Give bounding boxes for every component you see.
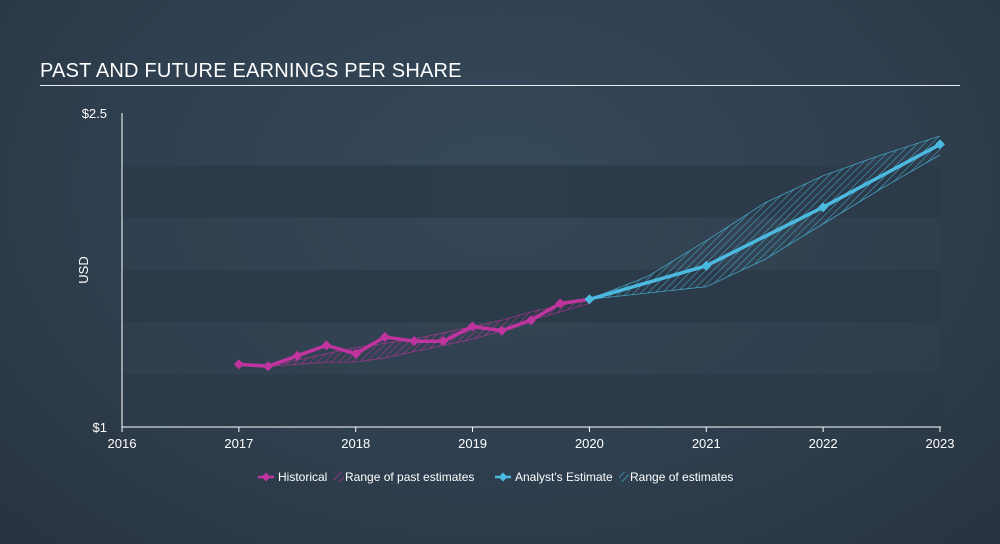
y-axis-label: USD [76, 256, 91, 283]
legend-label: Historical [278, 470, 327, 484]
x-tick-label: 2020 [575, 436, 604, 451]
historical-point [526, 315, 536, 326]
past-range-upper [268, 298, 590, 367]
legend-marker-swatch [498, 472, 508, 482]
historical-point [555, 298, 566, 309]
historical-point [321, 340, 332, 351]
chart-title: PAST AND FUTURE EARNINGS PER SHARE [40, 60, 462, 82]
legend-hatch-swatch [334, 472, 344, 482]
estimate-point [701, 260, 712, 271]
title-divider [40, 85, 960, 86]
estimates-range [589, 136, 940, 300]
estimate-line [588, 142, 941, 301]
estimate-range-lower [589, 154, 941, 300]
x-tick-label: 2023 [926, 436, 955, 451]
historical-point [467, 321, 478, 332]
y-tick-label: $1 [93, 420, 107, 435]
legend-label: Range of past estimates [345, 470, 474, 484]
historical-point [350, 348, 361, 359]
estimate-point [584, 294, 595, 305]
x-tick-label: 2017 [224, 436, 253, 451]
historical-point [292, 350, 303, 361]
y-tick-label: $2.5 [82, 106, 107, 121]
estimate-point [818, 202, 829, 213]
historical-point [263, 361, 274, 372]
estimate-range-upper [589, 135, 941, 300]
historical-point [438, 336, 449, 347]
grid-band [122, 374, 940, 427]
estimate-point [935, 139, 945, 150]
historical-point [496, 325, 507, 336]
historical-point [409, 336, 420, 347]
historical-point [233, 359, 244, 370]
legend-hatch-swatch [619, 472, 629, 482]
historical-point [379, 331, 390, 342]
x-tick-label: 2021 [692, 436, 721, 451]
x-tick-label: 2019 [458, 436, 487, 451]
grid-band [122, 322, 940, 375]
x-tick-label: 2018 [341, 436, 370, 451]
legend-label: Range of estimates [630, 470, 733, 484]
legend-label: Analyst's Estimate [515, 470, 613, 484]
x-tick-label: 2022 [809, 436, 838, 451]
past-estimates-range [268, 299, 590, 367]
legend-marker-swatch [261, 472, 271, 482]
x-tick-label: 2016 [108, 436, 137, 451]
